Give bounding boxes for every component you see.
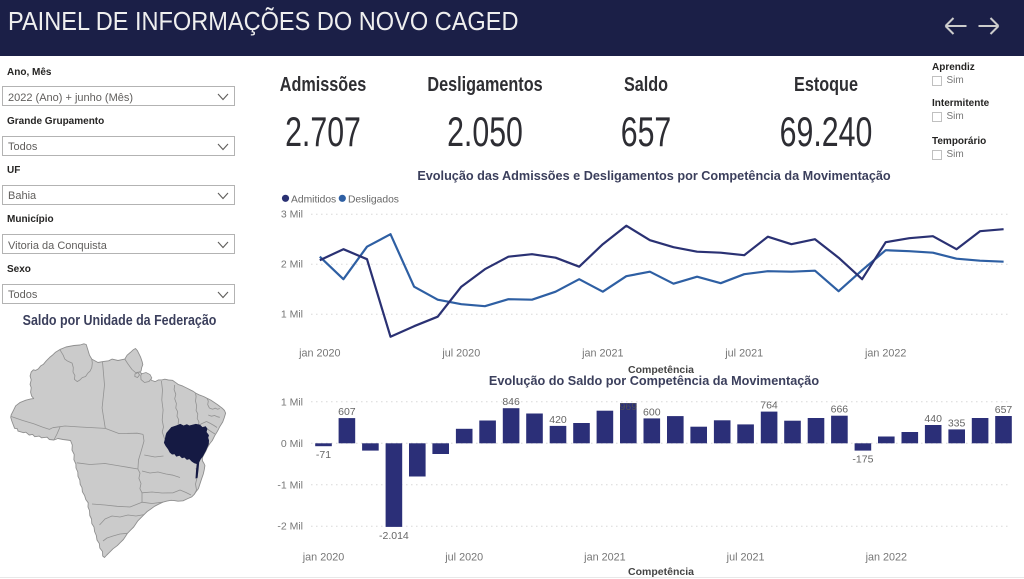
svg-text:440: 440 xyxy=(924,413,942,425)
svg-text:jan 2021: jan 2021 xyxy=(583,551,625,563)
svg-text:607: 607 xyxy=(338,406,356,418)
svg-text:1 Mil: 1 Mil xyxy=(281,309,303,321)
svg-text:0 Mil: 0 Mil xyxy=(281,438,303,450)
svg-text:jan 2020: jan 2020 xyxy=(302,551,344,563)
svg-text:657: 657 xyxy=(995,404,1013,416)
svg-text:764: 764 xyxy=(760,400,778,412)
svg-text:600: 600 xyxy=(643,406,661,418)
svg-text:3 Mil: 3 Mil xyxy=(281,209,303,221)
svg-text:Admitidos: Admitidos xyxy=(291,194,336,205)
svg-text:jul 2021: jul 2021 xyxy=(724,348,763,360)
svg-text:2 Mil: 2 Mil xyxy=(281,259,303,271)
svg-text:jan 2021: jan 2021 xyxy=(581,348,623,360)
svg-text:969: 969 xyxy=(620,401,638,413)
svg-text:-71: -71 xyxy=(316,449,331,461)
svg-text:-2.014: -2.014 xyxy=(379,530,409,542)
svg-text:420: 420 xyxy=(549,414,567,426)
svg-text:-2 Mil: -2 Mil xyxy=(277,521,303,533)
svg-text:jul 2020: jul 2020 xyxy=(441,348,480,360)
svg-text:846: 846 xyxy=(502,396,520,408)
svg-text:-175: -175 xyxy=(852,454,873,466)
svg-text:jan 2020: jan 2020 xyxy=(298,348,340,360)
svg-text:jan 2022: jan 2022 xyxy=(865,551,907,563)
svg-text:-1 Mil: -1 Mil xyxy=(277,479,303,491)
svg-text:jul 2020: jul 2020 xyxy=(444,551,483,563)
svg-text:jan 2022: jan 2022 xyxy=(864,348,906,360)
svg-text:jul 2021: jul 2021 xyxy=(726,551,765,563)
svg-text:1 Mil: 1 Mil xyxy=(281,396,303,408)
svg-text:666: 666 xyxy=(831,404,849,416)
svg-text:Desligados: Desligados xyxy=(348,194,399,205)
svg-text:335: 335 xyxy=(948,417,966,429)
